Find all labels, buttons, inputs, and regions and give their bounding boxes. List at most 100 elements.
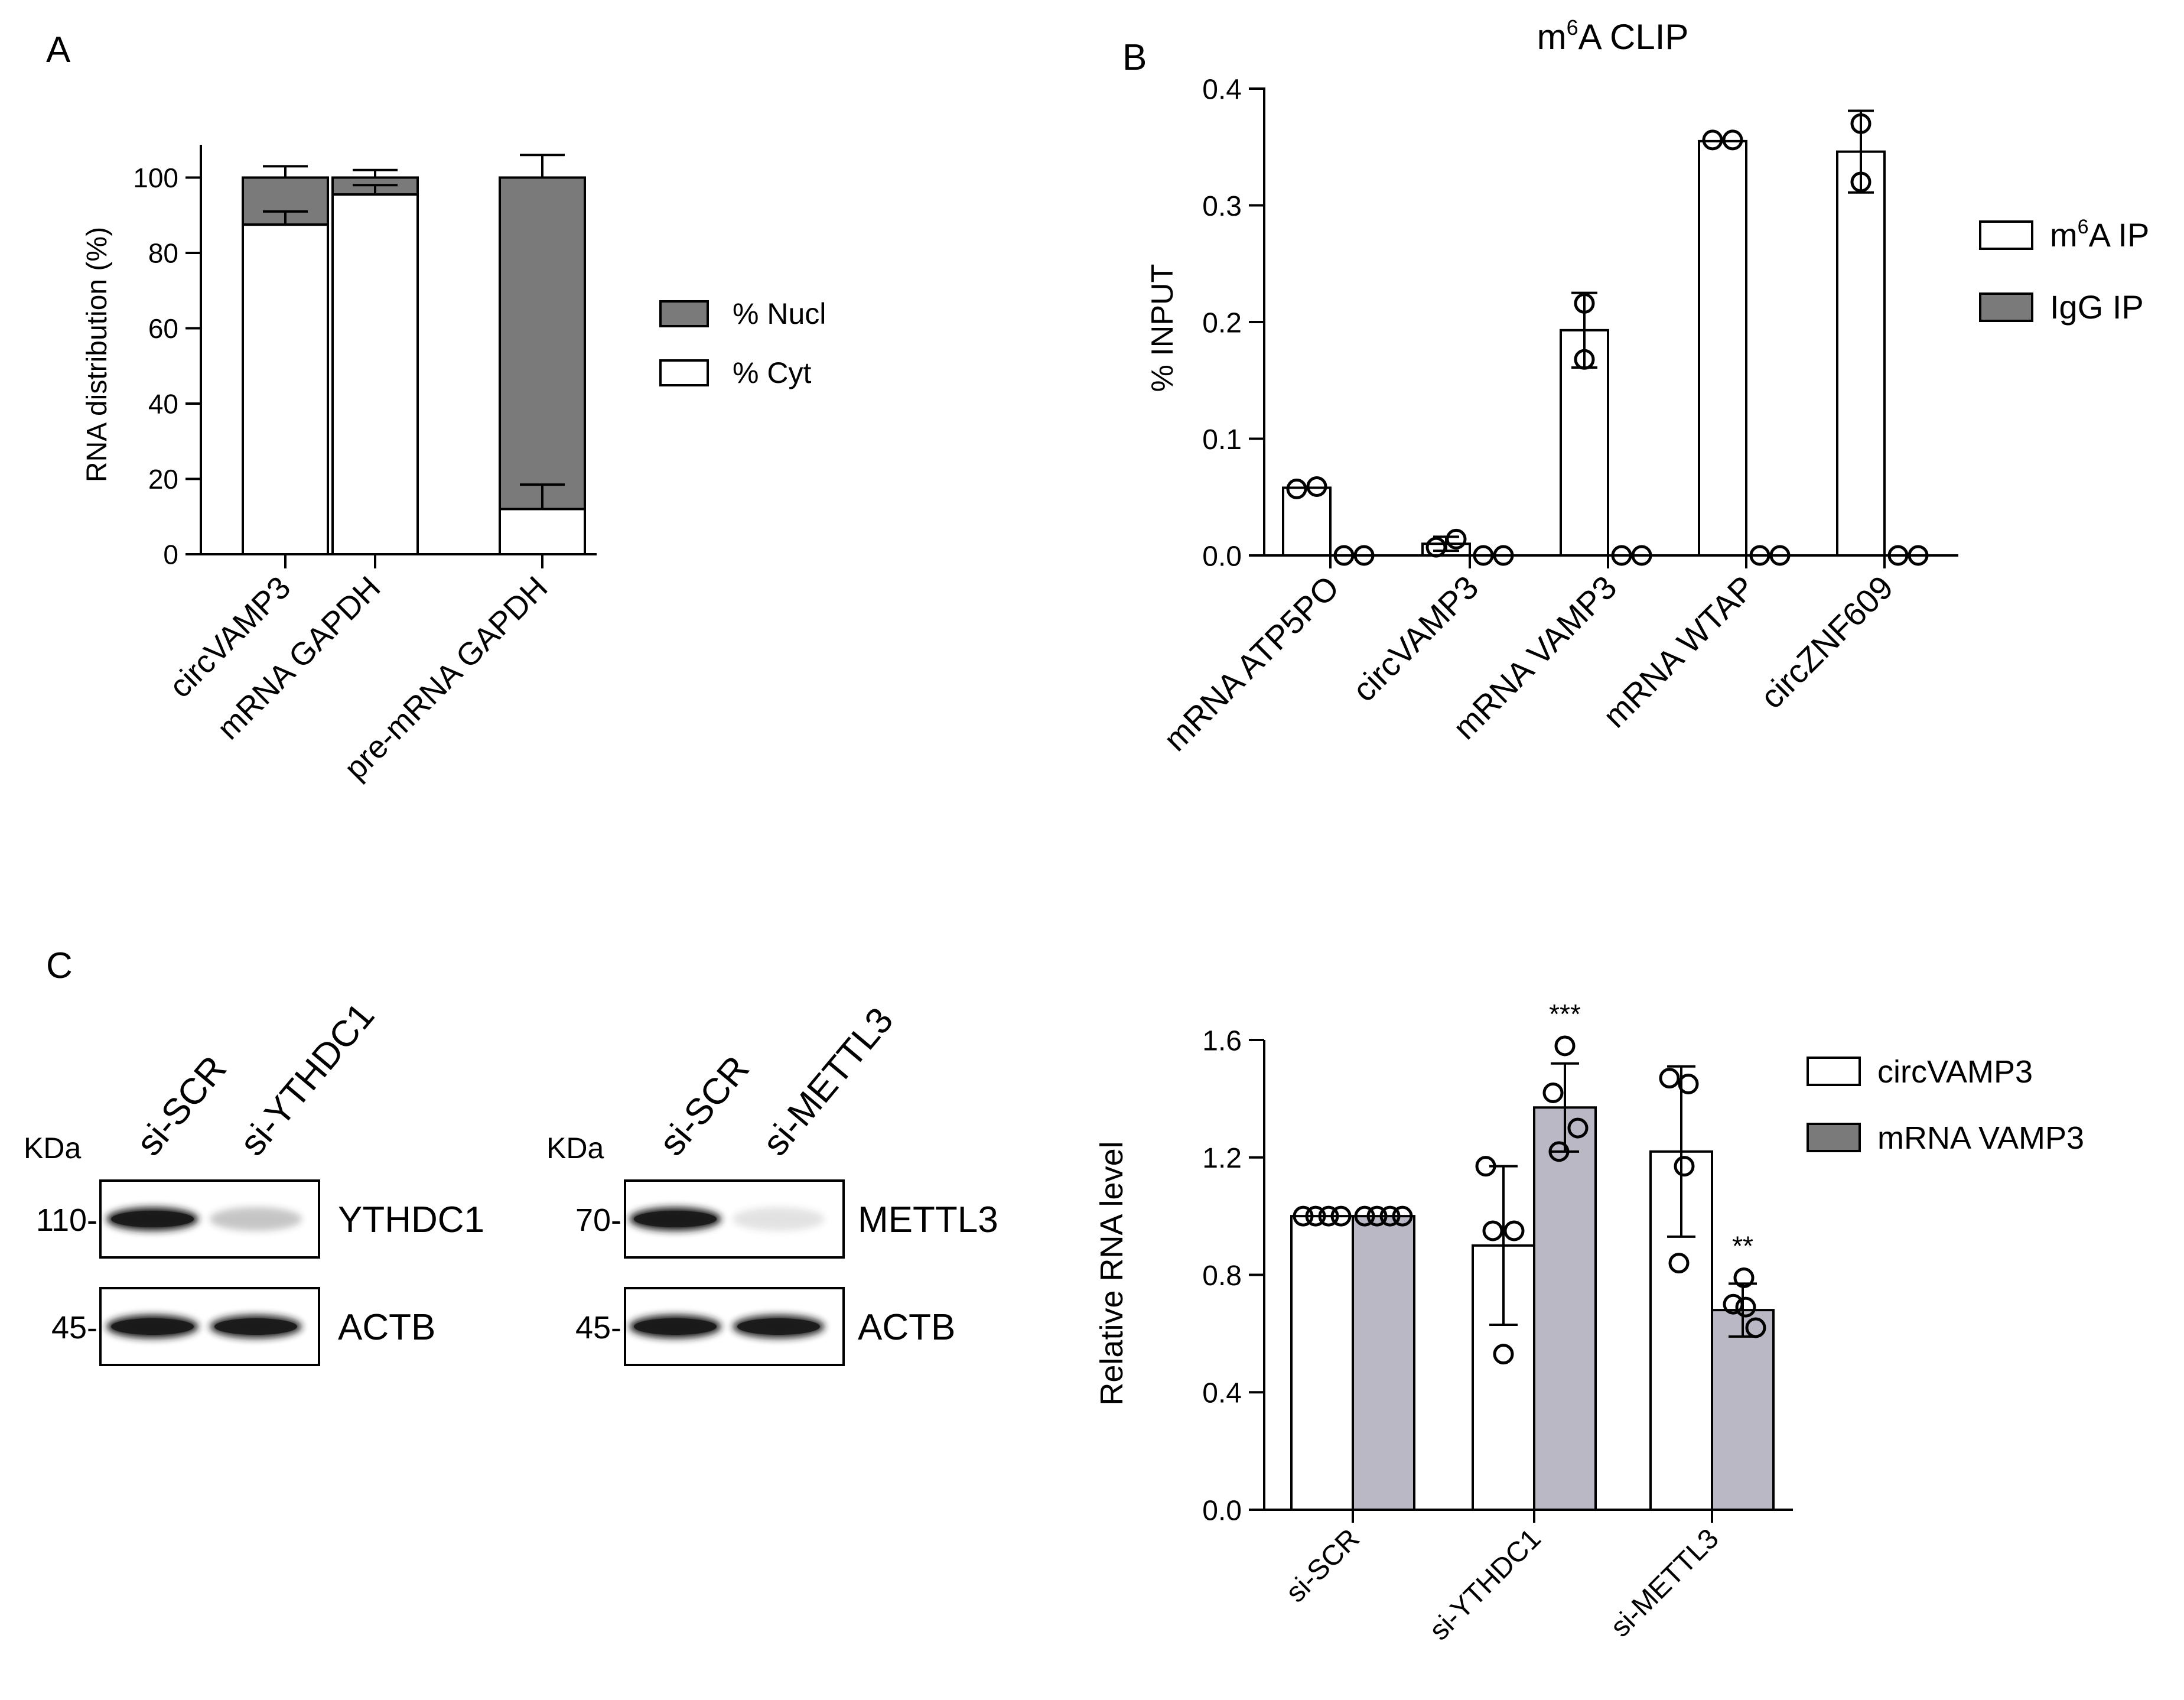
blot-band-core	[214, 1318, 297, 1335]
panel-b-legend-label-sup: 6	[2078, 216, 2089, 238]
panel-c-bar-circvamp3	[1290, 1215, 1354, 1511]
panel-c-bar-mrna-vamp3	[1533, 1106, 1597, 1511]
panel-c-data-point	[1668, 1253, 1690, 1274]
panel-c-data-point	[1659, 1068, 1680, 1089]
panel-c-y-tick-label: 1.2	[1202, 1143, 1242, 1174]
panel-b-chart: m6A CLIP 0.00.10.20.30.4 mRNA ATP5POcirc…	[1145, 15, 2149, 758]
panel-b-legend-label-rest: A IP	[2089, 216, 2150, 253]
panel-b-data-point	[1493, 545, 1514, 566]
panel-b-legend-label: m6A IP	[2050, 216, 2149, 253]
panel-c-x-tick-label: si-METTL3	[1604, 1523, 1724, 1643]
panel-b-data-point	[1574, 349, 1595, 370]
panel-label-c: C	[46, 945, 73, 986]
panel-b-x-tick-label: circVAMP3	[1345, 568, 1485, 708]
panel-c-data-point	[1482, 1220, 1503, 1241]
panel-b-data-point	[1574, 292, 1595, 314]
blot-kda-label: KDa	[24, 1132, 81, 1165]
panel-b-legend-label-main: m	[2050, 216, 2078, 253]
panel-c-x-tick-label: si-YTHDC1	[1424, 1523, 1547, 1646]
panel-b-legend-label-main: IgG IP	[2050, 288, 2144, 326]
panel-b-data-point	[1908, 545, 1929, 566]
blot-lane-label: si-YTHDC1	[232, 996, 382, 1163]
panel-c-legend-swatch	[1807, 1057, 1861, 1086]
panel-c-data-point	[1305, 1205, 1326, 1227]
panel-b-data-point	[1473, 545, 1494, 566]
panel-label-a: A	[46, 30, 71, 70]
panel-c-data-point	[1723, 1293, 1744, 1315]
panel-b-bar-m6a	[1282, 486, 1332, 557]
blot-protein-label: METTL3	[858, 1200, 998, 1240]
panel-a-bar-nucl	[499, 176, 586, 511]
blot-lane-label: si-METTL3	[755, 1000, 901, 1163]
panel-a-bar-cyt	[242, 223, 329, 555]
panel-a-legend-swatch	[659, 300, 709, 327]
panel-b-data-point	[1286, 478, 1307, 499]
panel-a-y-tick-label: 80	[148, 238, 178, 269]
panel-b-y-tick-label: 0.2	[1202, 307, 1242, 339]
panel-b-data-point	[1722, 129, 1743, 151]
blot-band-core	[111, 1211, 194, 1227]
panel-c-bar-mrna-vamp3	[1352, 1215, 1415, 1511]
panel-b-data-point	[1306, 476, 1327, 497]
blot-marker-label: 45-	[575, 1310, 621, 1345]
panel-b-data-point	[1749, 545, 1770, 566]
panel-b-title: m6A CLIP	[1537, 15, 1689, 57]
panel-c-data-point	[1567, 1117, 1589, 1139]
panel-c-data-point	[1678, 1074, 1699, 1095]
panel-a-legend-label: % Cyt	[733, 356, 811, 389]
panel-c-data-point	[1733, 1267, 1755, 1288]
panel-c-x-tick-label: si-SCR	[1280, 1523, 1366, 1608]
panel-c-y-tick-label: 0.4	[1202, 1378, 1242, 1409]
panel-a-y-tick-label: 100	[133, 162, 178, 193]
panel-b-legend-swatch	[1979, 292, 2033, 322]
panel-c-bar-mrna-vamp3	[1711, 1309, 1775, 1511]
panel-c-data-point	[1330, 1205, 1352, 1227]
panel-c-data-point	[1318, 1205, 1339, 1227]
panel-b-data-point	[1769, 545, 1791, 566]
panel-b-y-tick-label: 0.3	[1202, 191, 1242, 222]
blot-band-core	[634, 1318, 717, 1335]
blot-band-core	[737, 1318, 820, 1335]
panel-a-legend-label: % Nucl	[733, 297, 826, 330]
panel-a-legend-swatch	[659, 359, 709, 386]
blot-kda-label: KDa	[546, 1132, 604, 1165]
panel-a-x-tick-label: mRNA GAPDH	[210, 570, 387, 746]
blot-lane-label: si-SCR	[652, 1048, 757, 1163]
panel-b-x-tick-label: mRNA ATP5PO	[1156, 568, 1346, 758]
panel-a-y-axis-label: RNA distribution (%)	[82, 227, 113, 482]
panel-b-data-point	[1850, 113, 1871, 134]
panel-c-y-tick-label: 0.8	[1202, 1260, 1242, 1292]
panel-a-y-tick-label: 60	[148, 313, 178, 344]
panel-c-data-point	[1293, 1205, 1314, 1227]
blot-marker-label: 45-	[51, 1310, 97, 1345]
panel-b-bar-m6a	[1836, 150, 1886, 557]
western-blot-panel: KDa si-SCR si-YTHDC1 110- YTHDC1 45- ACTB KDa si…	[24, 996, 998, 1366]
panel-b-bar-m6a	[1698, 139, 1747, 557]
panel-c-data-point	[1542, 1082, 1564, 1103]
panel-c-data-point	[1366, 1205, 1388, 1227]
blot-band-core	[634, 1211, 717, 1227]
panel-c-data-point	[1548, 1141, 1570, 1162]
blot-protein-label: YTHDC1	[338, 1200, 484, 1240]
panel-c-y-tick-label: 0.0	[1202, 1495, 1242, 1526]
panel-b-y-tick-label: 0.0	[1202, 541, 1242, 572]
panel-c-legend-label: mRNA VAMP3	[1877, 1120, 2084, 1156]
panel-c-y-tick-label: 1.6	[1202, 1025, 1242, 1057]
panel-b-data-point	[1887, 545, 1909, 566]
panel-c-data-point	[1493, 1344, 1514, 1365]
panel-b-data-point	[1631, 545, 1652, 566]
blot-marker-label: 110-	[36, 1202, 97, 1238]
panel-a-y-tick-label: 0	[163, 539, 178, 570]
panel-c-data-point	[1674, 1156, 1695, 1177]
panel-c-y-axis-label: Relative RNA level	[1094, 1141, 1130, 1405]
panel-c-legend-swatch	[1807, 1123, 1861, 1152]
panel-b-data-point	[1850, 171, 1871, 193]
panel-c-legend-label: circVAMP3	[1877, 1054, 2033, 1090]
panel-b-y-tick-label: 0.1	[1202, 424, 1242, 456]
panel-b-data-point	[1425, 537, 1447, 558]
panel-b-data-point	[1353, 545, 1375, 566]
blot-protein-label: ACTB	[338, 1307, 435, 1348]
panel-b-data-point	[1446, 528, 1467, 550]
blot-marker-label: 70-	[575, 1202, 621, 1238]
